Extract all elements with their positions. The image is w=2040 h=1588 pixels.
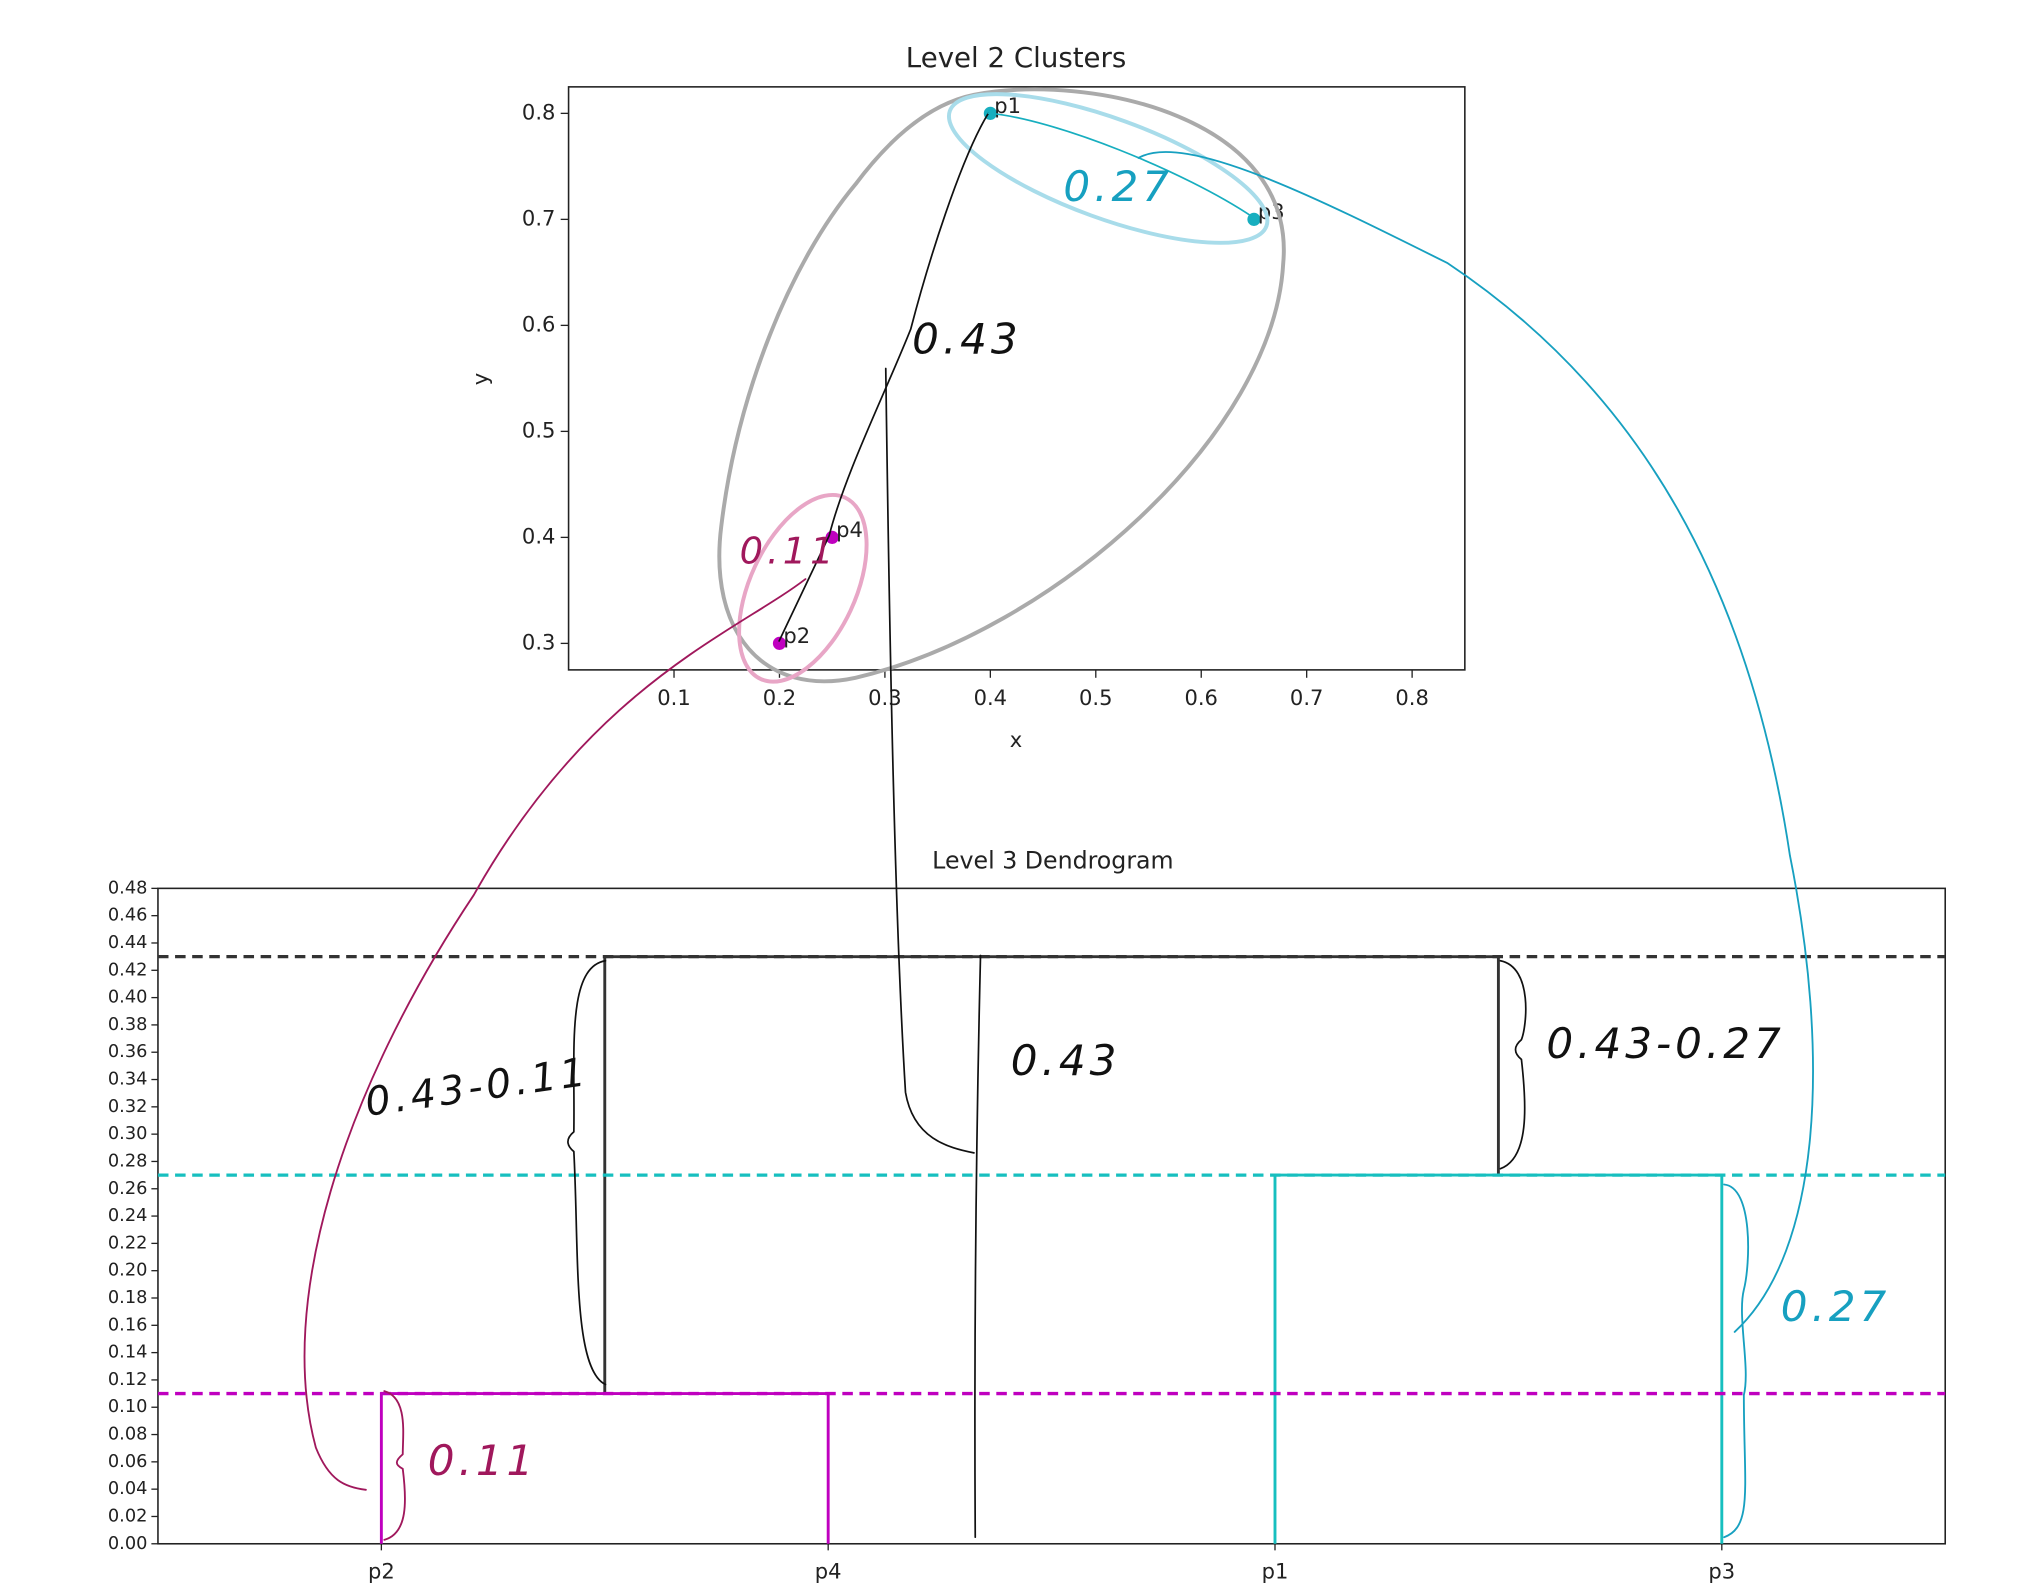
- annotation: 0.43-0.11: [362, 1049, 592, 1126]
- y-tick-label: 0.18: [108, 1288, 148, 1308]
- y-tick-label: 0.16: [108, 1315, 148, 1335]
- y-tick-label: 0.14: [108, 1343, 148, 1363]
- y-tick-label: 0.5: [522, 417, 555, 442]
- y-tick-label: 0.7: [522, 205, 555, 230]
- brace: [567, 959, 607, 1386]
- y-tick-label: 0.40: [108, 988, 148, 1008]
- annotation: 0.43: [912, 315, 1022, 364]
- annotation: 0.43: [1011, 1036, 1121, 1085]
- y-tick-label: 0.48: [108, 878, 148, 898]
- y-tick-label: 0.04: [108, 1479, 148, 1499]
- y-tick-label: 0.46: [108, 906, 148, 926]
- y-tick-label: 0.08: [108, 1425, 148, 1445]
- y-tick-label: 0.10: [108, 1397, 148, 1417]
- brace: [1723, 1183, 1750, 1539]
- y-tick-label: 0.24: [108, 1206, 148, 1226]
- annotation: 0.11: [740, 529, 838, 572]
- x-tick-label: 0.4: [974, 685, 1007, 710]
- arrow: [987, 112, 1254, 219]
- y-tick-label: 0.28: [108, 1151, 148, 1171]
- annotation: 0.27: [1781, 1282, 1891, 1331]
- plot-frame: [567, 86, 1466, 671]
- scatter-plot: 0.1 0.2 0.3 0.4 0.5 0.6 0.7 0.8 0.3 0.4 0.5 0.6 0.7 0…: [522, 86, 1466, 710]
- y-tick-label: 0.6: [522, 311, 555, 336]
- x-tick-label: 0.1: [657, 685, 690, 710]
- x-tick-label: 0.3: [868, 685, 901, 710]
- y-tick-label: 0.8: [522, 99, 555, 124]
- y-tick-label: 0.22: [108, 1233, 148, 1253]
- y-tick-label: 0.42: [108, 960, 148, 980]
- x-tick-label: p4: [815, 1559, 842, 1584]
- x-tick-label: p3: [1708, 1559, 1735, 1584]
- x-tick-label: p2: [368, 1559, 395, 1584]
- x-tick-label: p1: [1262, 1559, 1289, 1584]
- y-tick-label: 0.36: [108, 1042, 148, 1062]
- cluster-outline: [946, 92, 1270, 245]
- arrow: [1137, 151, 1814, 1333]
- y-tick-label: 0.34: [108, 1070, 148, 1090]
- point-label: p2: [783, 623, 810, 648]
- x-axis-label: x: [1010, 727, 1022, 752]
- handwritten-markup: 0.27 0.43 0.11 0.43-0.11 0.43 0.43-0.27 …: [303, 87, 1891, 1541]
- annotation: 0.27: [1063, 162, 1173, 211]
- arrow: [974, 954, 982, 1539]
- x-tick-label: 0.5: [1079, 685, 1112, 710]
- y-axis-label: y: [468, 373, 493, 385]
- plot-frame: [157, 887, 1947, 1545]
- y-tick-label: 0.06: [108, 1452, 148, 1472]
- y-tick-label: 0.12: [108, 1370, 148, 1390]
- brace: [383, 1390, 406, 1541]
- x-tick-label: 0.8: [1395, 685, 1428, 710]
- annotation: 0.43-0.27: [1546, 1019, 1784, 1068]
- y-tick-label: 0.3: [522, 629, 555, 654]
- y-tick-label: 0.02: [108, 1506, 148, 1526]
- y-tick-label: 0.4: [522, 523, 555, 548]
- point: [772, 636, 787, 650]
- link: [1273, 1173, 1724, 1544]
- scatter-title: Level 2 Clusters: [906, 41, 1127, 74]
- brace: [1499, 959, 1527, 1170]
- y-tick-label: 0.38: [108, 1015, 148, 1035]
- y-tick-label: 0.30: [108, 1124, 148, 1144]
- x-tick-label: 0.6: [1184, 685, 1217, 710]
- dendrogram: 0.00 0.02 0.04 0.06 0.08 0.10 0.12 0.14 0.16 0.18…: [108, 878, 1947, 1584]
- y-tick-label: 0.00: [108, 1534, 148, 1554]
- arrow: [778, 112, 990, 642]
- point-label: p4: [836, 517, 863, 542]
- y-tick-label: 0.44: [108, 933, 148, 953]
- dendrogram-title: Level 3 Dendrogram: [932, 847, 1173, 875]
- y-tick-label: 0.20: [108, 1261, 148, 1281]
- x-tick-label: 0.2: [763, 685, 796, 710]
- cluster-outline: [717, 87, 1286, 684]
- y-tick-label: 0.26: [108, 1179, 148, 1199]
- annotation: 0.11: [428, 1436, 538, 1485]
- cluster-outline: [737, 492, 869, 684]
- arrow: [884, 367, 975, 1154]
- x-tick-label: 0.7: [1290, 685, 1323, 710]
- y-tick-label: 0.32: [108, 1097, 148, 1117]
- arrow: [303, 578, 807, 1491]
